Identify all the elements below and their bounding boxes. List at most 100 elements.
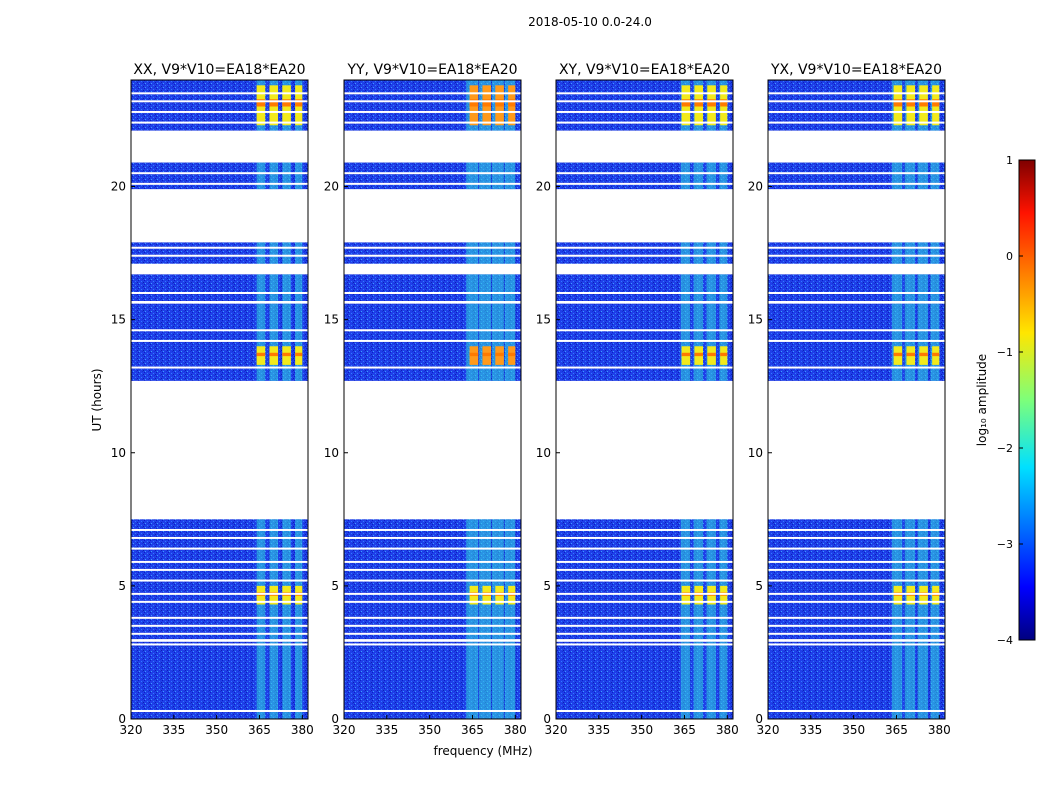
flag-line: [768, 329, 945, 332]
flag-line: [131, 100, 308, 103]
flag-line: [556, 616, 733, 619]
y-tick-label: 10: [111, 446, 126, 460]
panel-frame: [555, 79, 734, 720]
rfi-channel: [479, 303, 492, 381]
rfi-channel: [891, 519, 903, 640]
flag-line: [556, 339, 733, 342]
rfi-burst-core: [482, 352, 492, 357]
flag-line: [344, 568, 521, 571]
rfi-burst-core: [495, 99, 504, 107]
flag-line: [768, 528, 945, 531]
rfi-channel: [504, 242, 516, 264]
rfi-channel: [256, 519, 266, 640]
rfi-channel: [256, 162, 266, 190]
flag-line: [344, 292, 521, 294]
rfi-channel: [295, 303, 303, 381]
flag-line: [131, 632, 308, 635]
flag-line: [131, 710, 308, 713]
rfi-channel: [904, 242, 916, 264]
x-tick-label: 350: [630, 723, 653, 737]
rfi-channel: [930, 641, 940, 719]
flag-line: [556, 624, 733, 627]
data-block: [768, 641, 945, 719]
rfi-channel: [891, 303, 903, 381]
rfi-channel: [269, 303, 279, 381]
flag-line: [131, 172, 308, 175]
flag-line: [344, 536, 521, 539]
flag-line: [556, 182, 733, 185]
rfi-channel: [917, 303, 928, 381]
rfi-channel: [504, 162, 516, 190]
rfi-channel: [680, 519, 691, 640]
rfi-channel: [719, 274, 728, 301]
rfi-channel: [282, 162, 291, 190]
flag-line: [556, 110, 733, 113]
x-tick-label: 335: [587, 723, 610, 737]
y-tick-label: 5: [331, 579, 339, 593]
rfi-burst-core: [508, 99, 516, 107]
flag-line: [556, 560, 733, 563]
rfi-channel: [466, 303, 479, 381]
panel-title: XY, V9*V10=EA18*EA20: [559, 62, 730, 78]
rfi-channel: [917, 162, 928, 190]
rfi-channel: [491, 162, 504, 190]
rfi-burst-core: [681, 352, 691, 357]
flag-line: [131, 246, 308, 249]
rfi-channel: [706, 242, 716, 264]
flag-line: [344, 329, 521, 332]
flag-line: [556, 536, 733, 539]
rfi-channel: [904, 162, 916, 190]
flag-line: [556, 246, 733, 249]
rfi-burst-core: [256, 99, 266, 107]
rfi-channel: [917, 641, 928, 719]
rfi-channel: [466, 519, 479, 640]
flag-line: [344, 246, 521, 249]
flag-line: [768, 616, 945, 619]
rfi-channel: [693, 274, 704, 301]
data-block: [556, 641, 733, 719]
rfi-channel: [891, 641, 903, 719]
rfi-channel: [269, 242, 279, 264]
flag-line: [768, 592, 945, 595]
panel-title: YY, V9*V10=EA18*EA20: [346, 62, 517, 78]
panel-xy: XY, V9*V10=EA18*EA20 320 335 350 365 380 0 5 10 1…: [536, 62, 739, 737]
flag-line: [768, 100, 945, 103]
rfi-burst-core: [893, 352, 903, 357]
flag-line: [131, 254, 308, 257]
x-tick-label: 365: [673, 723, 696, 737]
colorbar-tick-label: −1: [997, 346, 1013, 359]
rfi-channel: [256, 274, 266, 301]
rfi-burst-core: [720, 99, 728, 107]
rfi-channel: [479, 641, 492, 719]
rfi-burst-core: [495, 352, 504, 357]
rfi-burst-core: [469, 352, 479, 357]
rfi-burst-core: [906, 352, 916, 357]
flag-line: [131, 528, 308, 531]
rfi-channel: [504, 519, 516, 640]
rfi-channel: [706, 641, 716, 719]
y-tick-label: 5: [543, 579, 551, 593]
rfi-channel: [719, 162, 728, 190]
y-tick-label: 20: [536, 180, 551, 194]
flag-line: [131, 616, 308, 619]
panel-frame: [343, 79, 522, 720]
flag-line: [768, 643, 945, 646]
y-tick-label: 20: [324, 180, 339, 194]
rfi-channel: [466, 274, 479, 301]
x-axis-label: frequency (MHz): [433, 744, 532, 758]
flag-line: [131, 600, 308, 603]
rfi-channel: [282, 519, 291, 640]
rfi-channel: [693, 242, 704, 264]
y-tick-label: 15: [324, 313, 339, 327]
x-tick-label: 320: [545, 723, 568, 737]
flag-line: [344, 172, 521, 175]
rfi-channel: [891, 242, 903, 264]
data-block: [556, 274, 733, 301]
rfi-channel: [891, 162, 903, 190]
rfi-channel: [706, 274, 716, 301]
flag-line: [768, 366, 945, 369]
flag-line: [768, 246, 945, 249]
rfi-burst-core: [932, 352, 940, 357]
flag-line: [768, 568, 945, 571]
rfi-burst-core: [919, 352, 928, 357]
